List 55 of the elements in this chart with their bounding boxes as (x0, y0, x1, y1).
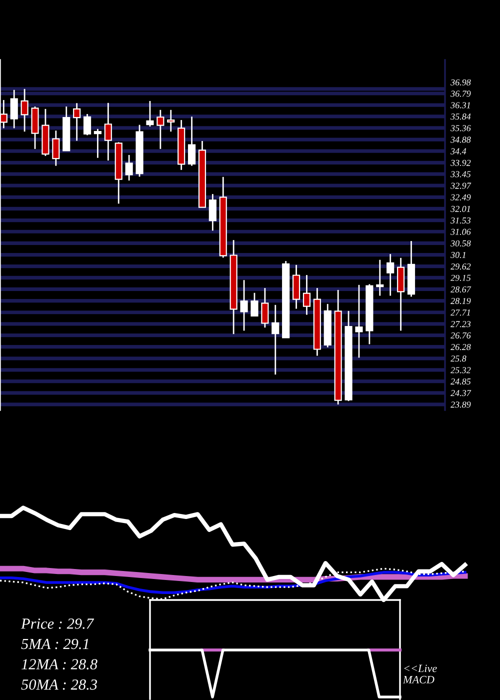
candlestick (376, 259, 384, 296)
text: Price : 29.7 (20, 618, 94, 629)
text: 5MA : 29.1 (21, 638, 88, 650)
y-tick-label: 28.67 (450, 286, 472, 292)
candlestick (10, 89, 18, 129)
candlestick (125, 154, 133, 182)
y-tick-label: 23.89 (450, 402, 471, 408)
y-tick-label: 29.15 (450, 274, 471, 281)
y-tick-label: 34.88 (450, 136, 471, 143)
y-tick-label: 26.28 (450, 344, 471, 350)
candlestick (355, 284, 363, 358)
candlestick (83, 113, 92, 136)
y-tick-label: 30.1 (450, 252, 466, 258)
candlestick (104, 102, 112, 162)
candlestick (167, 109, 175, 132)
y-tick-label: 24.37 (450, 390, 472, 396)
annotation: <<Live MACD (402, 664, 437, 684)
y-tick-label: 24.85 (450, 378, 471, 385)
candlestick (73, 102, 81, 142)
y-tick-label: 33.45 (450, 171, 471, 178)
y-tick-label: 28.19 (450, 298, 471, 304)
y-tick-label: 36.31 (450, 102, 470, 108)
y-tick-label: 25.32 (450, 367, 471, 374)
y-tick-label: 27.71 (450, 310, 470, 316)
y-tick-label: 32.49 (450, 194, 471, 200)
candlestick (250, 292, 258, 317)
candlestick (52, 130, 60, 167)
text: 50MA : 28.3 (21, 679, 97, 690)
candlestick (208, 193, 216, 232)
candlestick (156, 109, 164, 150)
y-tick-label: 32.01 (450, 206, 470, 212)
candlestick (240, 279, 248, 332)
text: 12MA : 28.8 (22, 659, 98, 670)
y-tick-label: 25.8 (450, 356, 466, 362)
y-tick-label: 31.53 (450, 217, 471, 224)
y-tick-label: 31.06 (450, 228, 471, 235)
candlestick (272, 304, 280, 376)
candlestick (20, 88, 28, 132)
ref-line-label: 36.98 (450, 79, 471, 86)
y-tick-label: 32.97 (450, 182, 472, 189)
y-tick-label: 35.36 (450, 125, 471, 132)
y-tick-label: 29.62 (450, 263, 471, 270)
y-tick-label: 35.84 (450, 114, 471, 120)
candlestick (386, 253, 394, 296)
y-tick-label: 26.76 (450, 332, 471, 339)
y-tick-label: 27.23 (450, 321, 471, 328)
candlestick (188, 116, 196, 167)
y-tick-label: 36.79 (450, 90, 471, 97)
candlestick (302, 274, 311, 316)
candlestick (146, 100, 154, 128)
y-tick-label: 34.4 (450, 148, 466, 154)
y-tick-label: 33.92 (450, 160, 471, 166)
y-tick-label: 30.58 (450, 240, 471, 246)
candlestick (261, 287, 269, 328)
candlestick (94, 128, 102, 159)
